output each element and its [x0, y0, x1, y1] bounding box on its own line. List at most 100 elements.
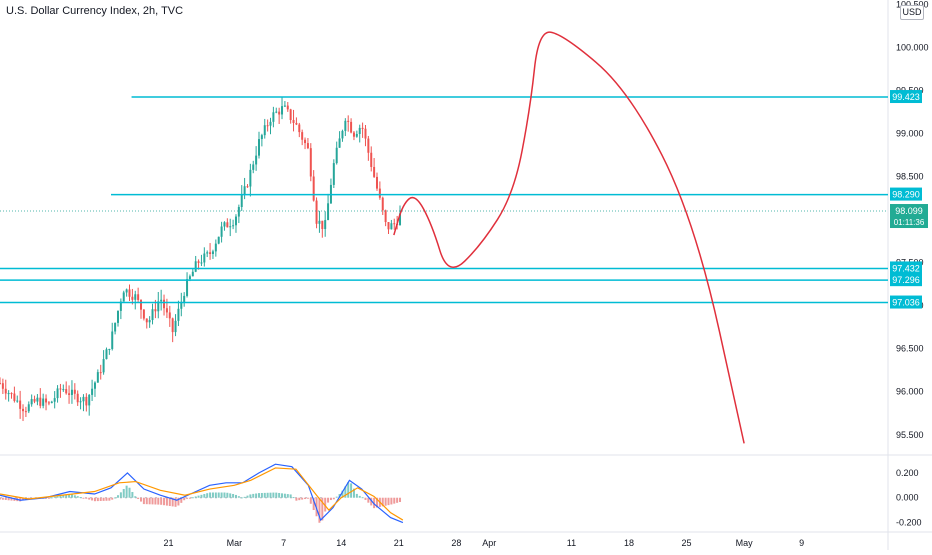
candle-body [50, 401, 53, 403]
candle-body [157, 301, 160, 312]
histogram-bar [329, 497, 332, 501]
histogram-bar [70, 494, 73, 498]
candle-body [82, 396, 85, 402]
histogram-bar [79, 497, 82, 499]
histogram-bar [396, 497, 399, 503]
candle-body [272, 112, 275, 122]
candle-body [142, 309, 145, 319]
time-tick-label: 28 [451, 538, 461, 548]
candle-body [375, 176, 378, 189]
histogram-bar [145, 497, 148, 505]
histogram-bar [1, 497, 4, 500]
time-tick-label: 18 [624, 538, 634, 548]
candle-body [163, 299, 166, 309]
candle-body [16, 400, 19, 402]
candle-body [312, 176, 315, 201]
candle-body [27, 404, 30, 412]
oscillator-tick-label: 0.000 [896, 493, 919, 503]
histogram-bar [223, 492, 226, 498]
candle-body [88, 394, 91, 406]
histogram-bar [122, 488, 125, 498]
candle-body [232, 225, 235, 227]
histogram-bar [258, 493, 260, 498]
candle-body [258, 139, 260, 156]
histogram-bar [128, 487, 131, 498]
candle-body [0, 383, 1, 385]
histogram-bar [229, 493, 232, 498]
candle-body [165, 308, 168, 313]
histogram-bar [191, 497, 194, 499]
candle-body [116, 310, 119, 323]
level-price-badge [890, 261, 922, 275]
candle-body [234, 216, 237, 226]
histogram-bar [358, 495, 361, 498]
candle-body [243, 186, 246, 195]
candle-body [200, 262, 203, 264]
histogram-bar [160, 497, 163, 505]
candle-body [53, 398, 56, 402]
candle-body [306, 143, 309, 149]
histogram-bar [286, 494, 289, 498]
candle-body [246, 186, 249, 188]
histogram-bar [335, 496, 338, 498]
candle-body [364, 128, 367, 139]
histogram-bar [214, 492, 217, 498]
candle-body [194, 261, 197, 272]
candle-body [393, 223, 396, 225]
histogram-bar [163, 497, 166, 506]
currency-button[interactable]: USD [900, 5, 924, 20]
oscillator-tick-label: 0.200 [896, 468, 919, 478]
candle-body [338, 138, 341, 148]
time-tick-label: Mar [227, 538, 243, 548]
candle-body [260, 135, 263, 140]
histogram-bar [10, 497, 13, 501]
histogram-bar [283, 493, 286, 498]
histogram-bar [249, 494, 252, 498]
candle-body [387, 222, 390, 230]
histogram-bar [183, 497, 186, 501]
candle-body [327, 203, 330, 221]
histogram-bar [148, 497, 151, 505]
histogram-bar [384, 497, 387, 506]
candle-body [1, 383, 4, 389]
histogram-bar [59, 495, 62, 498]
level-price-badge [890, 90, 922, 104]
histogram-bar [399, 497, 402, 503]
histogram-bar [171, 497, 174, 507]
histogram-bar [50, 497, 53, 499]
candle-body [96, 372, 99, 383]
candle-body [361, 127, 364, 129]
candle-body [59, 388, 62, 390]
candle-body [174, 320, 177, 333]
histogram-bar [252, 493, 255, 498]
candle-body [79, 401, 82, 403]
candle-body [93, 382, 96, 389]
level-price-label: 97.036 [892, 298, 920, 308]
price-tick-label: 98.500 [896, 171, 924, 181]
histogram-bar [240, 497, 243, 499]
histogram-bar [203, 494, 206, 498]
candle-body [73, 389, 76, 394]
histogram-bar [102, 497, 105, 501]
candle-body [301, 132, 304, 140]
histogram-bar [347, 482, 350, 498]
candle-body [68, 393, 71, 395]
histogram-bar [82, 497, 85, 499]
time-tick-label: 25 [682, 538, 692, 548]
histogram-bar [174, 497, 177, 507]
candle-body [211, 251, 214, 254]
histogram-bar [332, 497, 335, 500]
histogram-bar [309, 497, 312, 504]
candle-body [36, 397, 39, 402]
candle-body [62, 389, 65, 391]
candle-body [367, 138, 370, 153]
histogram-bar [140, 497, 143, 502]
candle-body [220, 226, 223, 237]
candle-body [390, 223, 393, 230]
projection-curve [393, 31, 745, 444]
histogram-bar [246, 495, 249, 498]
histogram-bar [194, 496, 197, 498]
candle-body [188, 276, 191, 280]
candle-body [355, 134, 358, 137]
